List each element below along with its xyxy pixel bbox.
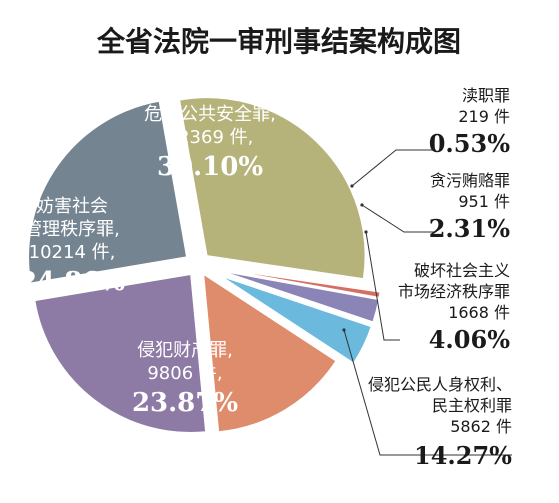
slice-label-line: 5862 件	[450, 417, 512, 436]
leader-dot	[350, 184, 354, 188]
slice-label-line: 民主权利罪	[432, 396, 512, 415]
slice-percent-label: 14.27%	[414, 441, 512, 470]
pie-slice	[28, 100, 188, 284]
leader-line	[361, 204, 436, 233]
slice-label-line: 贪污贿赂罪	[430, 171, 510, 190]
slice-percent-label: 4.06%	[429, 325, 510, 354]
slice-label-line: 10214 件,	[29, 242, 116, 263]
leader-line	[351, 149, 436, 187]
slice-label-line: 侵犯公民人身权利、	[368, 375, 512, 394]
slice-label-line: 危害公共安全罪,	[144, 104, 276, 125]
slice-label-line: 渎职罪	[462, 86, 510, 105]
slice-label: 侵犯公民人身权利、民主权利罪 5862 件 14.27%	[368, 375, 512, 470]
slice-percent-label: 0.53%	[429, 129, 510, 158]
slice-label-line: 市场经济秩序罪	[398, 282, 510, 301]
slice-label-line: 侵犯财产罪,	[137, 340, 233, 361]
leader-line	[343, 329, 512, 456]
slice-percent-label: 24.86%	[19, 267, 125, 297]
leader-line	[365, 231, 400, 341]
slice-label: 渎职罪 219 件 0.53%	[429, 86, 510, 158]
pie-slices	[28, 97, 381, 433]
pie-slice	[223, 268, 381, 298]
slice-percent-label: 30.10%	[157, 152, 263, 182]
pie-slice	[223, 270, 380, 323]
pie-slice	[34, 273, 207, 433]
slice-percent-label: 23.87%	[132, 388, 238, 418]
slice-label: 危害公共安全罪,12369 件, 30.10%	[144, 104, 276, 182]
slice-label-line: 1668 件	[448, 303, 510, 322]
slice-label-line: 12369 件,	[167, 127, 254, 148]
pie-slice	[179, 97, 366, 280]
slice-percent-label: 2.31%	[429, 214, 510, 243]
slice-label-line: 219 件	[458, 107, 510, 126]
slice-label-line: 管理秩序罪,	[24, 219, 120, 240]
slice-label-line: 妨害社会	[36, 196, 108, 217]
leader-dot	[364, 230, 368, 234]
slice-label-line: 破坏社会主义	[414, 261, 510, 280]
slice-label: 贪污贿赂罪 951 件 2.31%	[429, 171, 510, 243]
slice-label-line: 9806 件,	[147, 363, 222, 384]
slice-label-line: 951 件	[458, 192, 510, 211]
slice-label: 侵犯财产罪,9806 件, 23.87%	[132, 340, 238, 418]
leader-dot	[360, 203, 364, 207]
chart-title: 全省法院一审刑事结案构成图	[96, 25, 461, 58]
leader-lines	[342, 149, 512, 456]
slice-labels: 危害公共安全罪,12369 件, 30.10% 渎职罪 219 件 0.53% 贪污贿赂罪…	[19, 86, 512, 470]
pie-slice	[203, 273, 337, 433]
leader-dot	[342, 328, 346, 332]
